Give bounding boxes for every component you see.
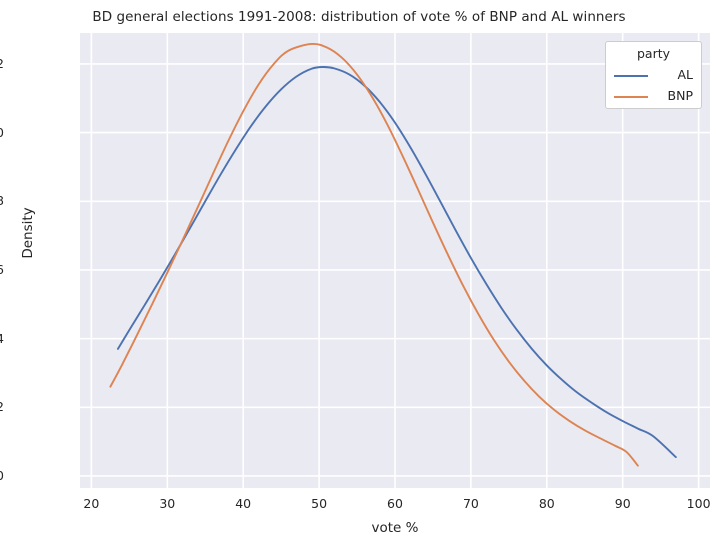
x-tick-label: 60	[387, 496, 403, 511]
x-tick-label: 70	[462, 496, 479, 511]
y-gridlines	[80, 63, 710, 477]
y-tick-label: 0.000	[0, 467, 4, 483]
density-curve-bnp	[109, 42, 639, 467]
legend: party AL BNP	[605, 41, 702, 109]
y-tick-label: 0.012	[0, 55, 4, 71]
chart-title: BD general elections 1991-2008: distribu…	[92, 9, 626, 25]
x-tick-label: 30	[159, 496, 176, 511]
x-tick-label: 80	[538, 496, 555, 511]
density-curves	[109, 42, 677, 467]
density-curve-al	[117, 66, 677, 459]
x-axis-label: vote %	[371, 520, 419, 536]
x-tick-label: 50	[311, 496, 328, 511]
y-axis-label: Density	[20, 207, 36, 259]
y-tick-label: 0.006	[0, 261, 4, 277]
legend-swatch-al	[614, 75, 648, 78]
legend-title: party	[636, 46, 671, 61]
x-tick-label: 20	[83, 496, 100, 511]
legend-label-bnp: BNP	[667, 88, 693, 103]
y-tick-label: 0.002	[0, 399, 4, 415]
legend-entry-bnp[interactable]: BNP	[606, 87, 701, 107]
x-tick-label: 40	[235, 496, 252, 511]
legend-entry-al[interactable]: AL	[606, 66, 701, 86]
y-tick-label: 0.010	[0, 124, 4, 140]
y-tick-label: 0.008	[0, 193, 4, 209]
x-tick-label: 100	[686, 496, 711, 511]
legend-swatch-bnp	[614, 96, 648, 99]
x-tick-label: 90	[614, 496, 631, 511]
y-tick-label: 0.004	[0, 330, 4, 346]
legend-label-al: AL	[677, 67, 693, 82]
